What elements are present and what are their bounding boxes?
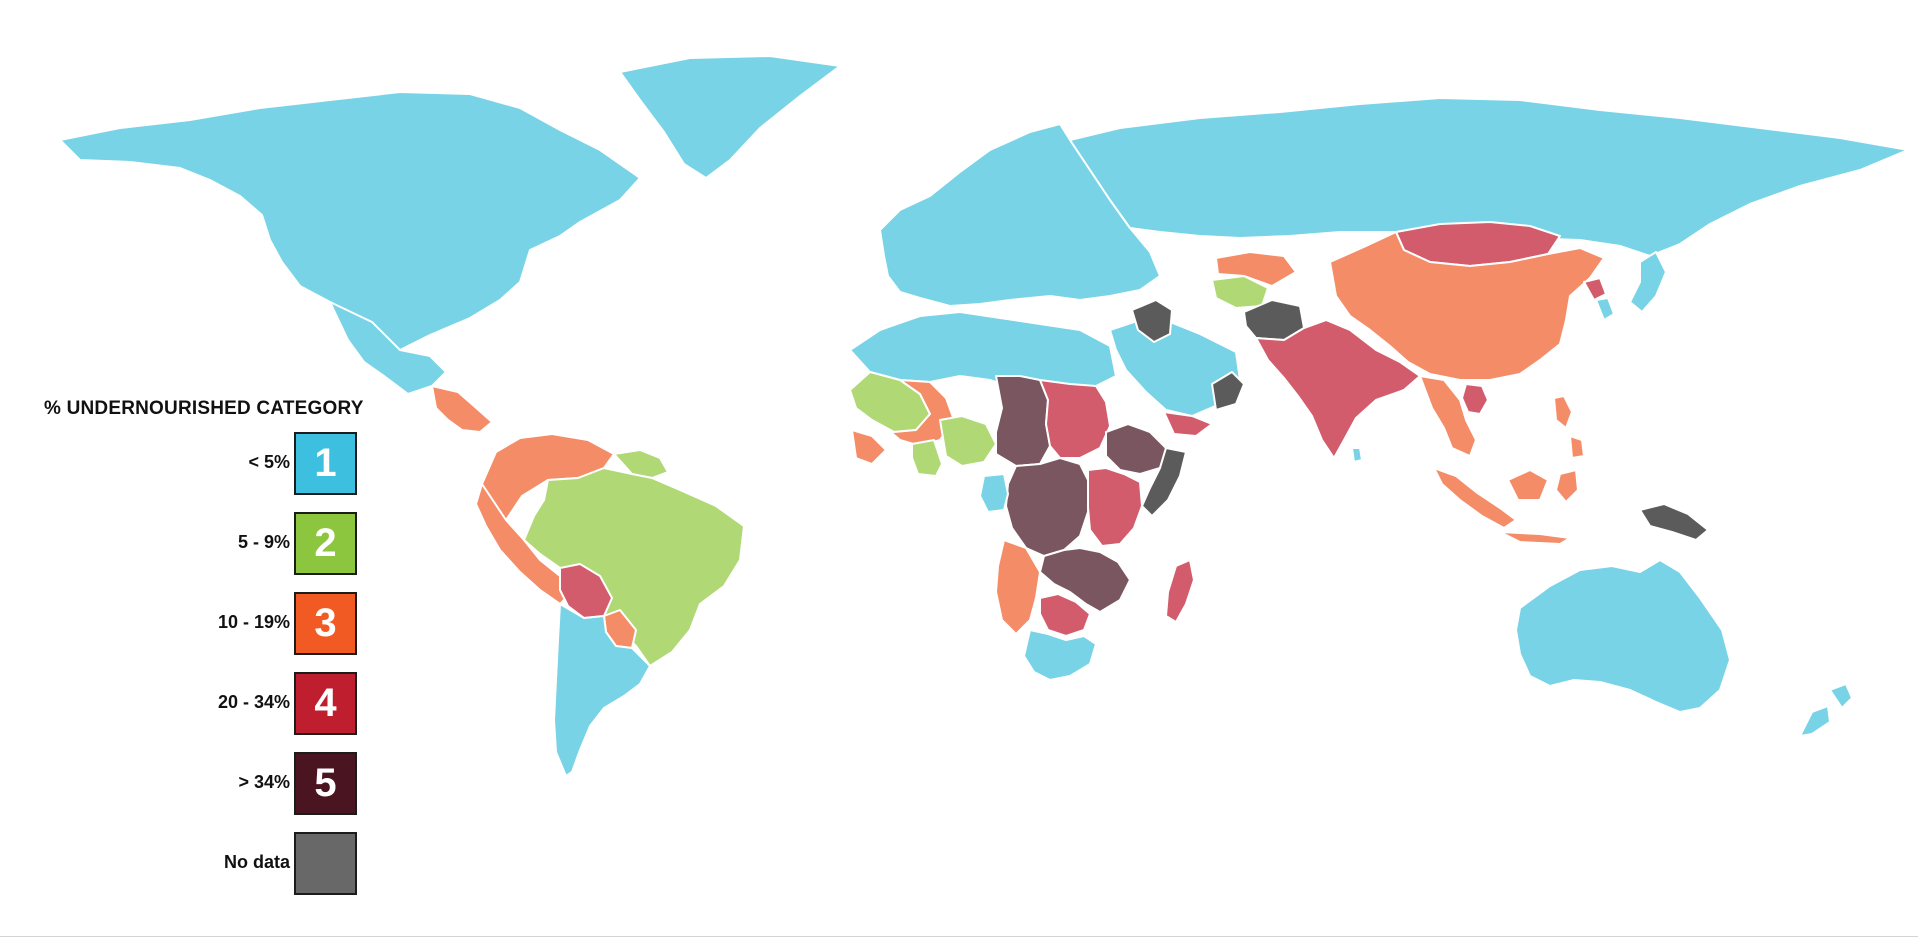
- region-philippines: [1553, 395, 1585, 459]
- legend-label: 20 - 34%: [217, 692, 290, 712]
- region-dr-congo: [1005, 457, 1091, 557]
- legend-swatch: 3: [294, 592, 357, 655]
- region-southern-cone: [553, 603, 651, 777]
- region-australia: [1515, 559, 1731, 713]
- region-zambia-mozambique: [1039, 547, 1131, 613]
- region-central-asia: [1215, 251, 1297, 287]
- region-japan-korea: [1595, 251, 1667, 321]
- region-gabon: [979, 473, 1009, 513]
- legend-swatch: [294, 832, 357, 895]
- region-somalia: [1141, 447, 1187, 517]
- region-oman: [1211, 371, 1245, 411]
- legend-label: 5 - 9%: [237, 532, 290, 552]
- region-zimbabwe-botswana: [1039, 593, 1091, 637]
- region-cambodia-laos: [1461, 383, 1489, 415]
- region-russia: [1069, 97, 1909, 257]
- legend-item-4: 20 - 34% 4: [40, 672, 380, 752]
- legend-swatch: 5: [294, 752, 357, 815]
- legend-swatch: 2: [294, 512, 357, 575]
- region-greenland: [619, 55, 841, 179]
- region-new-zealand: [1799, 683, 1853, 737]
- region-nigeria: [939, 415, 997, 467]
- legend-label: < 5%: [248, 452, 290, 472]
- legend-item-3: 10 - 19% 3: [40, 592, 380, 672]
- region-south-asia: [1255, 319, 1421, 459]
- region-southeast-asia: [1419, 375, 1477, 457]
- legend-label: > 34%: [238, 772, 290, 792]
- legend-swatch: 4: [294, 672, 357, 735]
- legend-item-no-data: No data: [40, 832, 380, 912]
- region-ghana-togo: [911, 439, 943, 477]
- legend-swatch: 1: [294, 432, 357, 495]
- region-north-america: [59, 91, 641, 351]
- bottom-divider: [0, 936, 1918, 937]
- legend-title: % UNDERNOURISHED CATEGORY: [44, 398, 364, 419]
- legend-item-1: < 5% 1: [40, 432, 380, 512]
- map-legend: % UNDERNOURISHED CATEGORY < 5% 1 5 - 9% …: [40, 398, 380, 912]
- region-angola-namibia: [995, 539, 1041, 635]
- country-regions: [59, 55, 1909, 777]
- region-north-korea: [1583, 277, 1607, 301]
- legend-item-5: > 34% 5: [40, 752, 380, 832]
- region-papua-new-guinea: [1639, 503, 1709, 541]
- region-brazil: [523, 467, 745, 667]
- region-yemen: [1163, 411, 1213, 437]
- region-east-africa: [1087, 467, 1143, 547]
- region-china: [1329, 231, 1605, 381]
- region-sri-lanka: [1351, 447, 1363, 463]
- legend-label: No data: [223, 852, 290, 872]
- region-chad-car: [995, 375, 1051, 467]
- region-madagascar: [1165, 559, 1195, 623]
- legend-label: 10 - 19%: [217, 612, 290, 632]
- region-sudan: [1039, 379, 1111, 459]
- region-central-america: [431, 385, 493, 433]
- legend-item-2: 5 - 9% 2: [40, 512, 380, 592]
- region-south-africa: [1023, 629, 1097, 681]
- region-ethiopia: [1105, 423, 1167, 475]
- region-iraq: [1131, 299, 1173, 343]
- region-europe: [879, 123, 1161, 307]
- region-indonesia: [1433, 467, 1579, 545]
